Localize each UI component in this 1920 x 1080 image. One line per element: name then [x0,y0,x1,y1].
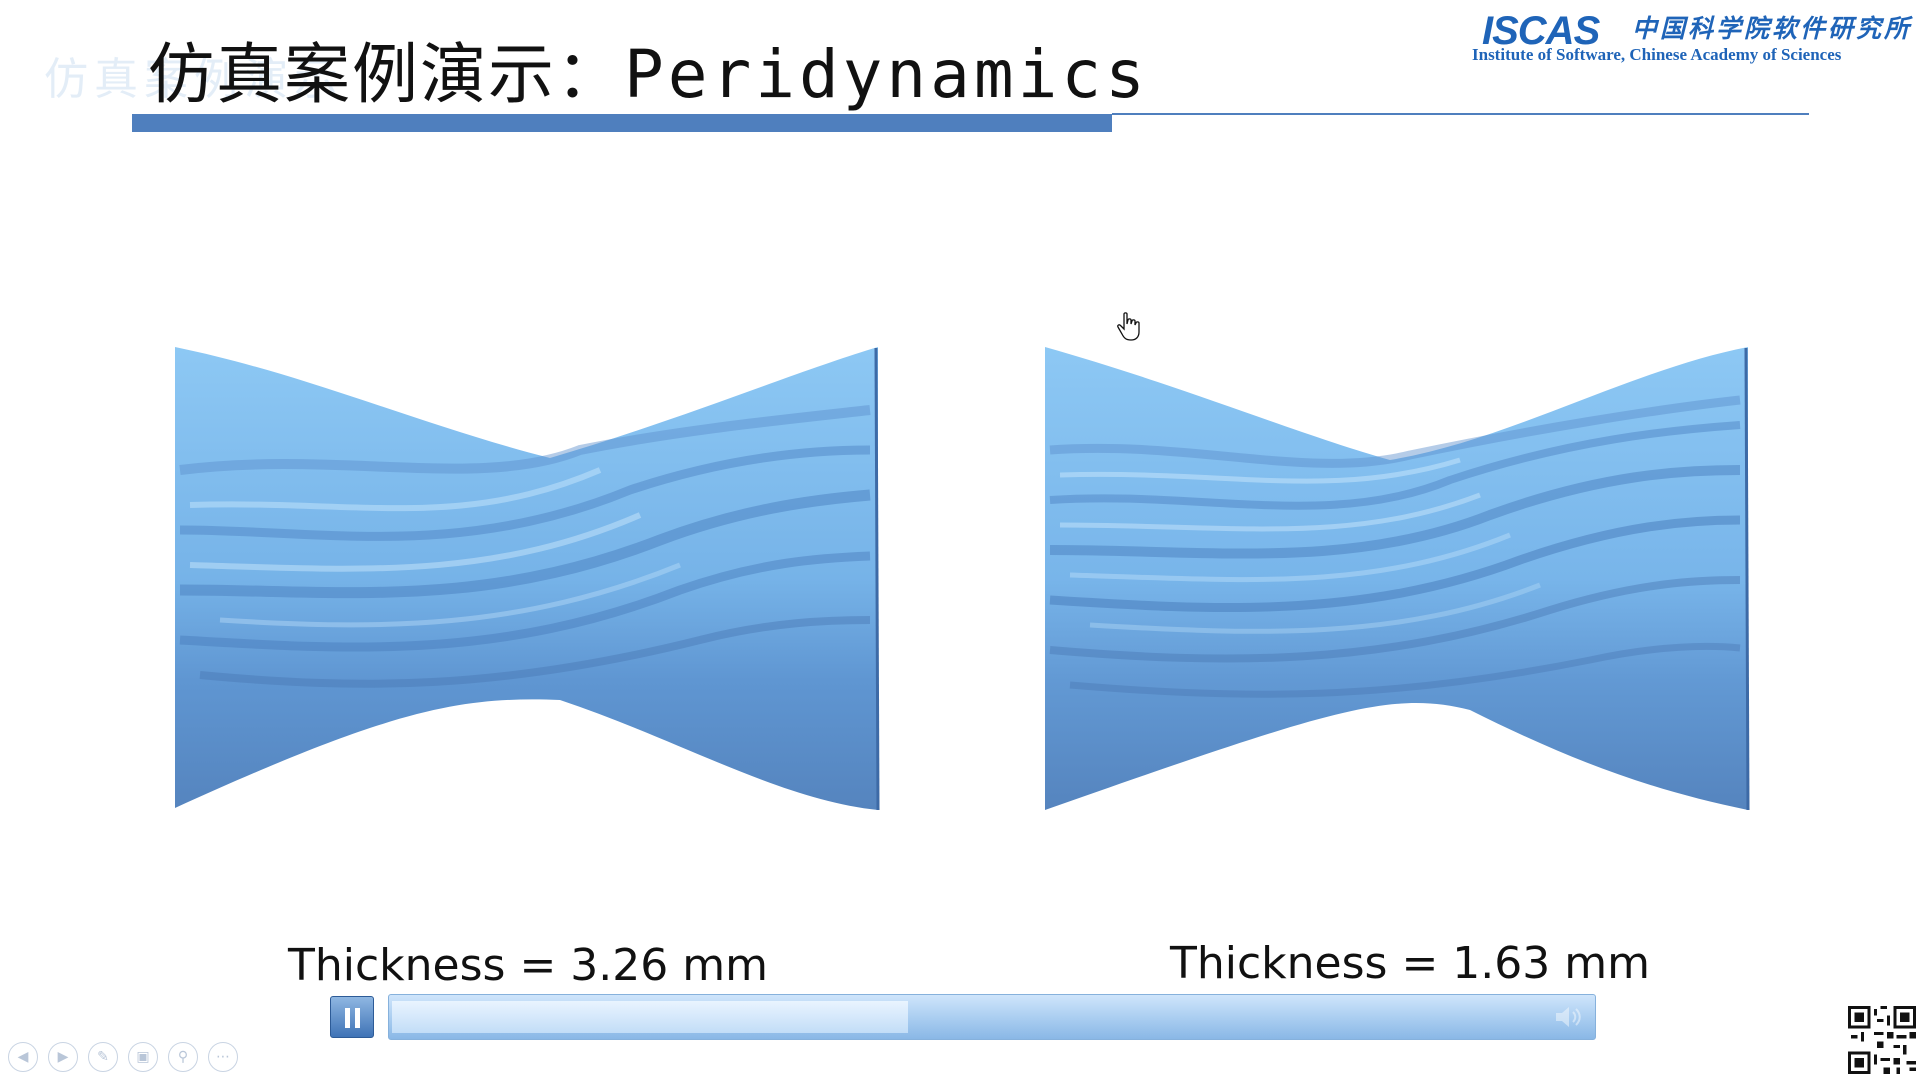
iscas-logo: ISCAS 中国科学院软件研究所 Institute of Software, … [1470,6,1910,68]
caption-thickness-right: Thickness = 1.63 mm [1170,938,1650,989]
logo-en-name: Institute of Software, Chinese Academy o… [1472,45,1842,64]
slide-title: 仿真案例演示：Peridynamics [148,30,1149,120]
pause-icon-bar [355,1008,360,1028]
slide-title-en: Peridynamics [624,36,1149,113]
pen-button[interactable]: ✎ [88,1042,118,1072]
pause-button[interactable] [330,996,374,1038]
zoom-button[interactable]: ⚲ [168,1042,198,1072]
more-icon: ⋯ [216,1049,230,1065]
pause-icon [345,1008,350,1028]
zoom-icon: ⚲ [177,1049,189,1065]
slide-nav-toolbar: ◀ ▶ ✎ ▣ ⚲ ⋯ [8,1042,238,1074]
cloth-simulation-left [175,347,880,811]
qr-code [1848,1006,1916,1074]
cloth-simulation-right [1045,347,1750,811]
pen-icon: ✎ [97,1049,109,1065]
slides-button[interactable]: ▣ [128,1042,158,1072]
logo-wordmark: ISCAS [1482,9,1600,53]
slide-title-cn: 仿真案例演示： [148,36,624,113]
more-button[interactable]: ⋯ [208,1042,238,1072]
next-icon: ▶ [57,1049,69,1065]
prev-slide-button[interactable]: ◀ [8,1042,38,1072]
title-ghost-text: 仿真案例演示 [44,54,344,105]
volume-icon[interactable] [1552,1002,1588,1032]
prev-icon: ◀ [17,1049,29,1065]
caption-thickness-left: Thickness = 3.26 mm [288,940,768,991]
media-progress-bar[interactable] [388,994,1596,1040]
next-slide-button[interactable]: ▶ [48,1042,78,1072]
hand-cursor-icon [1117,312,1140,341]
title-underline-thick [132,114,1112,132]
logo-cn-name: 中国科学院软件研究所 [1632,14,1913,43]
title-underline-thin [1112,113,1809,115]
slides-icon: ▣ [136,1049,150,1065]
progress-fill [392,1001,908,1033]
